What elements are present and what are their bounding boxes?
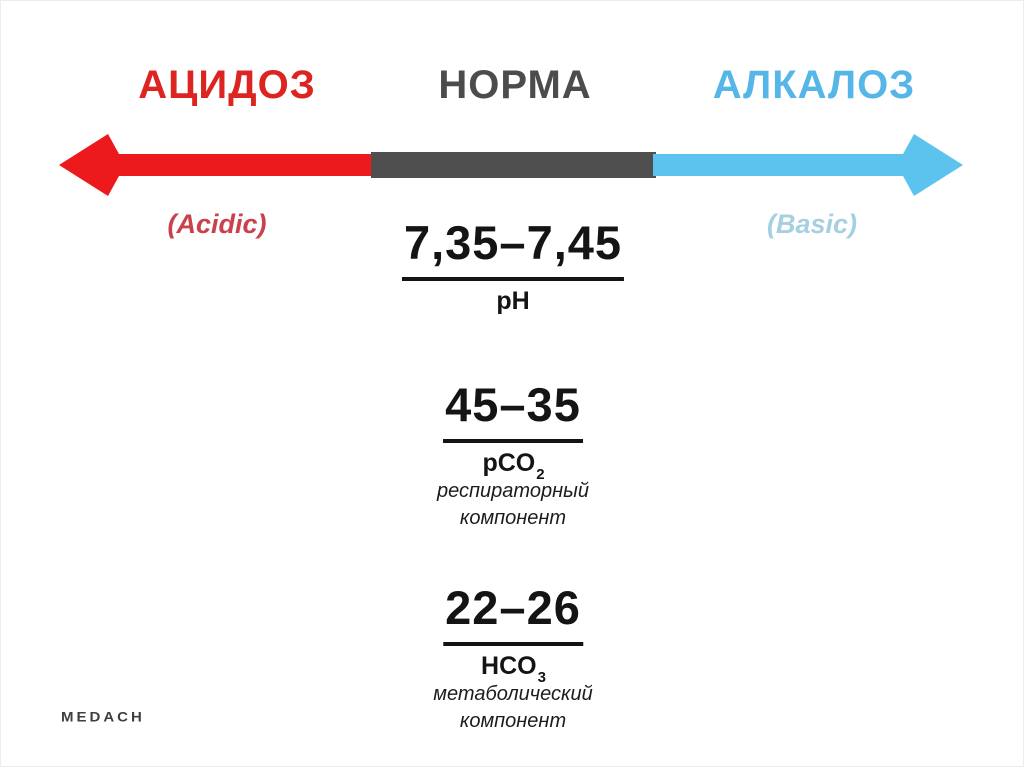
hco3-component-line2: компонент bbox=[459, 709, 567, 732]
ph-scale-arrow bbox=[59, 134, 963, 196]
heading-acidosis: АЦИДОЗ bbox=[138, 63, 316, 107]
medach-logo: MEDACH bbox=[61, 709, 145, 726]
hco3-label-subscript: 3 bbox=[537, 668, 546, 686]
heading-norm: НОРМА bbox=[438, 63, 592, 107]
param-block-ph: 7,35–7,45 pH bbox=[401, 217, 625, 316]
pco2-label-text: pCO bbox=[482, 448, 536, 477]
hco3-label-text: HCO bbox=[481, 651, 537, 680]
ph-label: pH bbox=[402, 286, 624, 316]
sublabel-acidic: (Acidic) bbox=[167, 209, 267, 239]
pco2-range-value: 45–35 bbox=[443, 379, 583, 443]
alkalosis-arrow-right bbox=[653, 134, 963, 196]
sublabel-basic: (Basic) bbox=[766, 209, 858, 239]
heading-alkalosis: АЛКАЛОЗ bbox=[712, 63, 916, 107]
param-block-hco3: 22–26 HCO3 метаболический компонент bbox=[433, 582, 592, 735]
hco3-range-value: 22–26 bbox=[443, 582, 583, 646]
hco3-label: HCO3 bbox=[433, 651, 592, 686]
norm-bar bbox=[371, 152, 656, 178]
ph-label-text: pH bbox=[496, 286, 530, 315]
hco3-component-line1: метаболический bbox=[433, 682, 593, 705]
param-block-pco2: 45–35 pCO2 респираторный компонент bbox=[437, 379, 589, 532]
ph-range-value: 7,35–7,45 bbox=[401, 217, 625, 281]
pco2-component-line2: компонент bbox=[459, 506, 567, 529]
pco2-label-subscript: 2 bbox=[536, 465, 545, 483]
acidosis-arrow-left bbox=[59, 134, 375, 196]
pco2-label: pCO2 bbox=[437, 448, 589, 483]
pco2-component-line1: респираторный bbox=[437, 479, 589, 502]
